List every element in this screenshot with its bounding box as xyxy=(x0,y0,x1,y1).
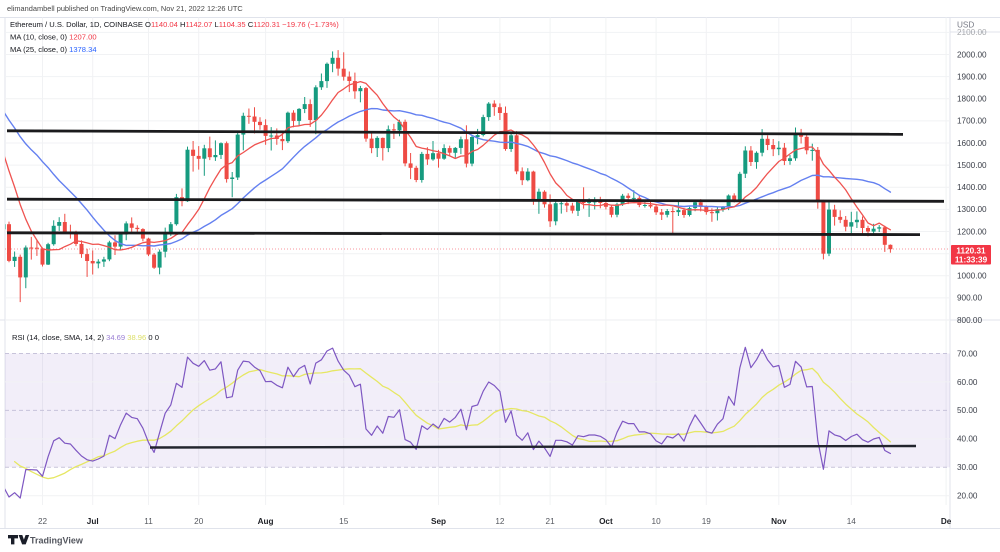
svg-text:Sep: Sep xyxy=(431,517,446,526)
svg-text:Oct: Oct xyxy=(599,517,613,526)
svg-text:21: 21 xyxy=(546,517,556,526)
svg-text:60.00: 60.00 xyxy=(957,378,978,387)
svg-text:11:33:39: 11:33:39 xyxy=(955,256,988,265)
svg-text:1900.00: 1900.00 xyxy=(957,72,987,81)
svg-text:20: 20 xyxy=(194,517,204,526)
svg-text:1500.00: 1500.00 xyxy=(957,161,987,170)
svg-text:50.00: 50.00 xyxy=(957,406,978,415)
svg-text:Aug: Aug xyxy=(258,517,274,526)
svg-text:1200.00: 1200.00 xyxy=(957,227,987,236)
svg-text:RSI (14, close, SMA, 14, 2) 34: RSI (14, close, SMA, 14, 2) 34.69 38.96 … xyxy=(12,333,159,342)
svg-text:1400.00: 1400.00 xyxy=(957,183,987,192)
svg-text:40.00: 40.00 xyxy=(957,435,978,444)
svg-text:MA (25, close, 0) 1378.34: MA (25, close, 0) 1378.34 xyxy=(10,45,97,54)
svg-text:14: 14 xyxy=(847,517,857,526)
svg-text:2000.00: 2000.00 xyxy=(957,50,987,59)
svg-text:11: 11 xyxy=(144,517,153,526)
svg-text:1800.00: 1800.00 xyxy=(957,95,987,104)
svg-text:19: 19 xyxy=(702,517,712,526)
svg-text:12: 12 xyxy=(495,517,505,526)
svg-text:Nov: Nov xyxy=(771,517,787,526)
svg-text:1700.00: 1700.00 xyxy=(957,117,987,126)
svg-text:22: 22 xyxy=(38,517,48,526)
svg-text:20.00: 20.00 xyxy=(957,492,978,501)
svg-text:1600.00: 1600.00 xyxy=(957,139,987,148)
svg-text:2100.00: 2100.00 xyxy=(957,28,987,37)
svg-text:10: 10 xyxy=(652,517,662,526)
svg-text:Jul: Jul xyxy=(87,517,99,526)
svg-text:TradingView: TradingView xyxy=(30,536,84,546)
svg-text:800.00: 800.00 xyxy=(957,316,982,325)
svg-text:30.00: 30.00 xyxy=(957,463,978,472)
svg-text:15: 15 xyxy=(339,517,349,526)
svg-text:elimandambell published on Tra: elimandambell published on TradingView.c… xyxy=(7,4,243,13)
svg-text:De: De xyxy=(941,517,952,526)
svg-text:1000.00: 1000.00 xyxy=(957,272,987,281)
svg-text:1300.00: 1300.00 xyxy=(957,205,987,214)
svg-text:MA (10, close, 0) 1207.00: MA (10, close, 0) 1207.00 xyxy=(10,33,97,42)
svg-text:Ethereum / U.S. Dollar, 1D, CO: Ethereum / U.S. Dollar, 1D, COINBASE O11… xyxy=(10,20,339,29)
svg-text:70.00: 70.00 xyxy=(957,349,978,358)
svg-text:USD: USD xyxy=(957,21,974,30)
svg-text:1120.31: 1120.31 xyxy=(956,247,986,256)
svg-text:900.00: 900.00 xyxy=(957,294,982,303)
